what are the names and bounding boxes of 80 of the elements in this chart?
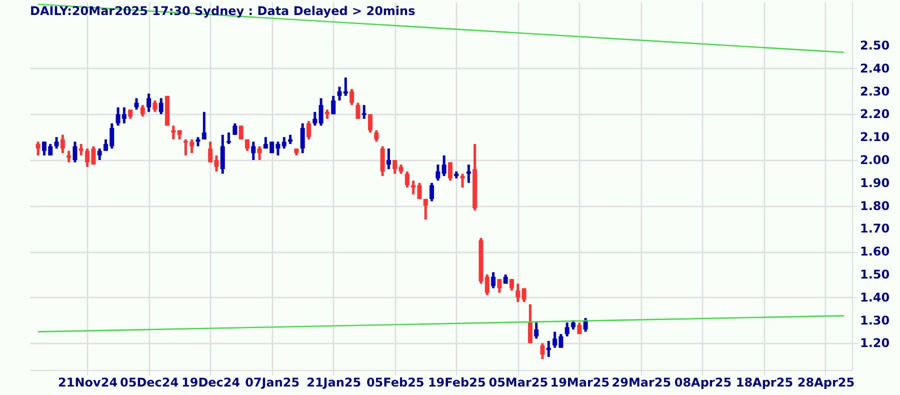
candlestick [491,270,496,290]
candlestick [356,102,360,120]
candlestick [528,303,532,344]
candlestick [564,321,570,338]
candlestick [146,92,152,114]
y-tick-label: 1.60 [860,244,890,259]
y-tick-label: 2.20 [860,107,890,122]
candlestick [436,163,440,182]
x-tick-label: 28Apr25 [797,376,855,390]
candlestick [257,145,262,162]
candlestick [484,273,490,296]
x-tick-label: 19Mar25 [550,376,610,390]
candlestick [306,120,311,141]
candlestick [430,182,434,202]
y-tick-label: 1.90 [860,176,890,190]
x-tick-label: 21Jan25 [306,376,362,390]
x-tick-label: 21Nov24 [58,376,118,390]
candlestick [36,140,40,157]
candlestick [522,287,526,304]
candlestick [516,282,520,304]
candlestick [226,131,232,146]
candlestick [202,110,206,141]
candlestick [386,147,391,170]
candlestick [140,104,145,118]
candlestick [134,96,139,111]
y-tick-label: 2.50 [860,38,890,53]
candlestick [331,94,336,116]
candlestick [460,172,465,189]
candlestick [497,278,502,294]
candlestick [398,163,404,175]
candlestick [78,142,84,157]
candlestick [448,161,452,182]
candlestick [282,136,286,150]
candlestick [232,122,238,136]
candlestick [60,134,65,154]
candlestick [251,140,256,162]
x-tick-label: 19Feb25 [428,376,486,390]
candlestick [374,128,379,143]
x-tick-label: 19Dec24 [182,376,240,390]
candlestick [177,128,182,141]
candlestick [350,88,354,106]
candlestick [380,145,385,178]
candlestick [171,124,176,141]
candlestick [404,170,410,189]
candlestick [318,96,324,127]
y-tick-label: 2.10 [860,130,890,144]
candlestick [423,198,428,221]
y-tick-label: 1.30 [860,313,890,328]
candlestick [220,134,225,175]
candlestick [540,342,545,360]
candlestick [54,136,59,150]
candlestick [534,321,539,340]
x-tick-label: 05Feb25 [366,376,424,390]
candlestick [158,96,164,116]
x-tick-label: 18Apr25 [736,376,794,390]
candlestick [571,319,576,331]
candlestick [368,112,373,134]
candlestick [97,147,102,162]
y-tick-label: 2.40 [860,61,890,76]
y-tick-label: 2.00 [860,153,890,168]
candlestick [509,278,514,292]
x-tick-label: 29Mar25 [612,376,672,390]
y-tick-label: 1.70 [860,222,890,236]
candlestick [362,104,366,120]
candlestick [392,158,398,175]
y-tick-label: 1.50 [860,268,890,282]
candlestick [442,154,446,178]
candlestick [72,140,78,164]
x-tick-label: 05Dec24 [120,376,179,390]
candlestick [128,108,133,120]
y-tick-label: 1.40 [860,290,890,304]
candlestick [312,110,318,127]
x-tick-label: 07Jan25 [245,376,300,390]
candlestick [300,122,305,154]
candlestick [152,99,158,114]
y-tick-label: 1.20 [860,336,890,350]
y-tick-label: 2.30 [860,84,890,98]
y-tick-label: 1.80 [860,198,890,213]
x-tick-label: 05Mar25 [488,376,548,390]
x-tick-label: 08Apr25 [674,376,732,390]
